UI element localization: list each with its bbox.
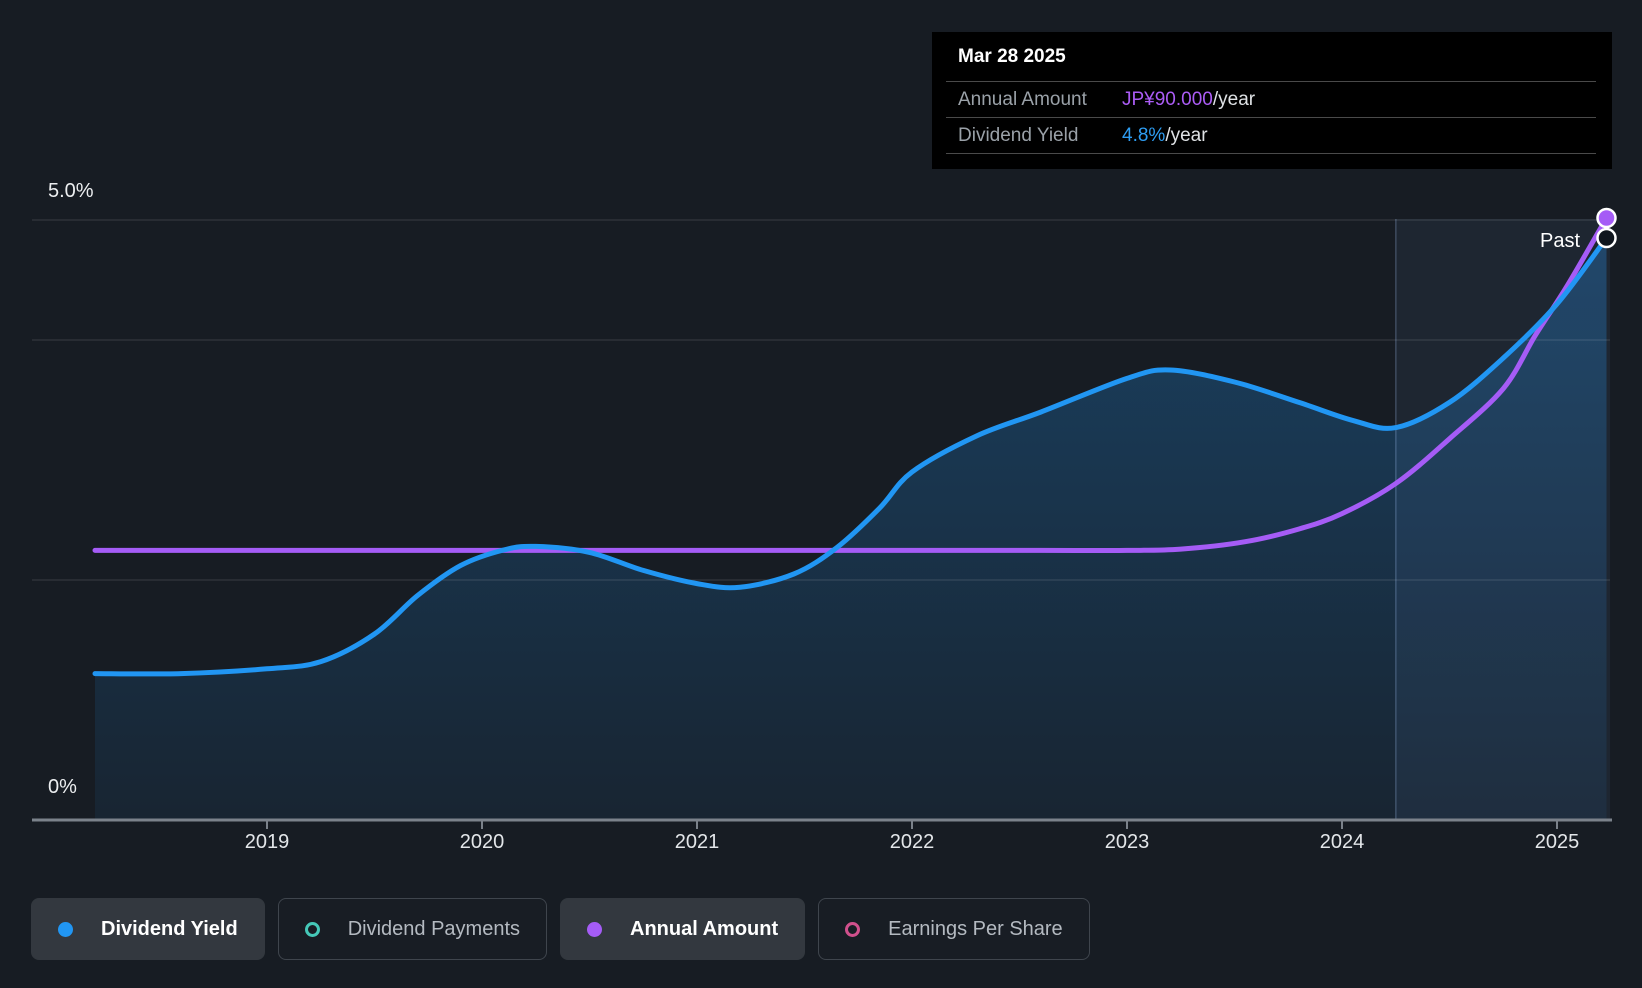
legend-dividend-payments-button[interactable]: Dividend Payments xyxy=(277,898,548,960)
tooltip-dividend-yield-value: 4.8% xyxy=(1122,124,1166,146)
x-tick-label-2019: 2019 xyxy=(244,831,290,853)
tooltip-annual-amount-value: JP¥90.000 xyxy=(1122,88,1213,110)
dividend-yield-line xyxy=(92,235,1609,677)
legend-annual-amount-label: Annual Amount xyxy=(630,917,779,940)
dividend-yield-series-dot-icon xyxy=(58,921,73,937)
legend-earnings-per-share-label: Earnings Per Share xyxy=(888,917,1063,940)
dividend-yield-area xyxy=(95,238,1607,819)
tooltip-annual-amount-suffix: /year xyxy=(1212,88,1256,110)
tooltip-row-annual-amount: Annual Amount JP¥90.000 /year xyxy=(946,81,1596,117)
tooltip-dividend-yield-label: Dividend Yield xyxy=(958,124,1079,146)
earnings-per-share-series-dot-icon xyxy=(845,921,861,937)
y-axis-label-zero: 0% xyxy=(48,776,77,798)
chart-tooltip: Mar 28 2025 Annual Amount JP¥90.000 /yea… xyxy=(932,32,1612,169)
tooltip-bottom-rule xyxy=(946,153,1596,170)
legend-dividend-payments-label: Dividend Payments xyxy=(347,917,521,940)
annual-amount-series-dot-icon xyxy=(587,921,603,937)
dividend-yield-endpoint-marker xyxy=(1596,227,1617,249)
dividend-payments-series-dot-icon xyxy=(304,921,320,937)
legend-earnings-per-share-button[interactable]: Earnings Per Share xyxy=(818,898,1090,960)
legend-dividend-yield-button[interactable]: Dividend Yield xyxy=(31,898,265,960)
annual-amount-endpoint-marker xyxy=(1596,207,1617,229)
x-tick-label-2020: 2020 xyxy=(459,831,505,853)
past-region-overlay xyxy=(1395,219,1611,819)
annual-amount-line xyxy=(92,215,1609,554)
legend-bar: Dividend Yield Dividend Payments Annual Am… xyxy=(31,898,1090,960)
past-label: Past xyxy=(1540,230,1581,252)
tooltip-dividend-yield-suffix: /year xyxy=(1165,124,1208,146)
tooltip-date: Mar 28 2025 xyxy=(958,45,1066,67)
x-tick-label-2021: 2021 xyxy=(674,831,720,853)
x-tick-label-2022: 2022 xyxy=(889,831,935,853)
y-axis-label-max: 5.0% xyxy=(48,180,94,202)
x-tick-label-2025: 2025 xyxy=(1534,831,1580,853)
legend-annual-amount-button[interactable]: Annual Amount xyxy=(560,898,806,960)
x-tick-label-2024: 2024 xyxy=(1319,831,1365,853)
tooltip-row-dividend-yield: Dividend Yield 4.8% /year xyxy=(946,117,1596,153)
x-tick-label-2023: 2023 xyxy=(1104,831,1150,853)
legend-dividend-yield-label: Dividend Yield xyxy=(101,917,238,940)
tooltip-annual-amount-label: Annual Amount xyxy=(958,88,1087,110)
